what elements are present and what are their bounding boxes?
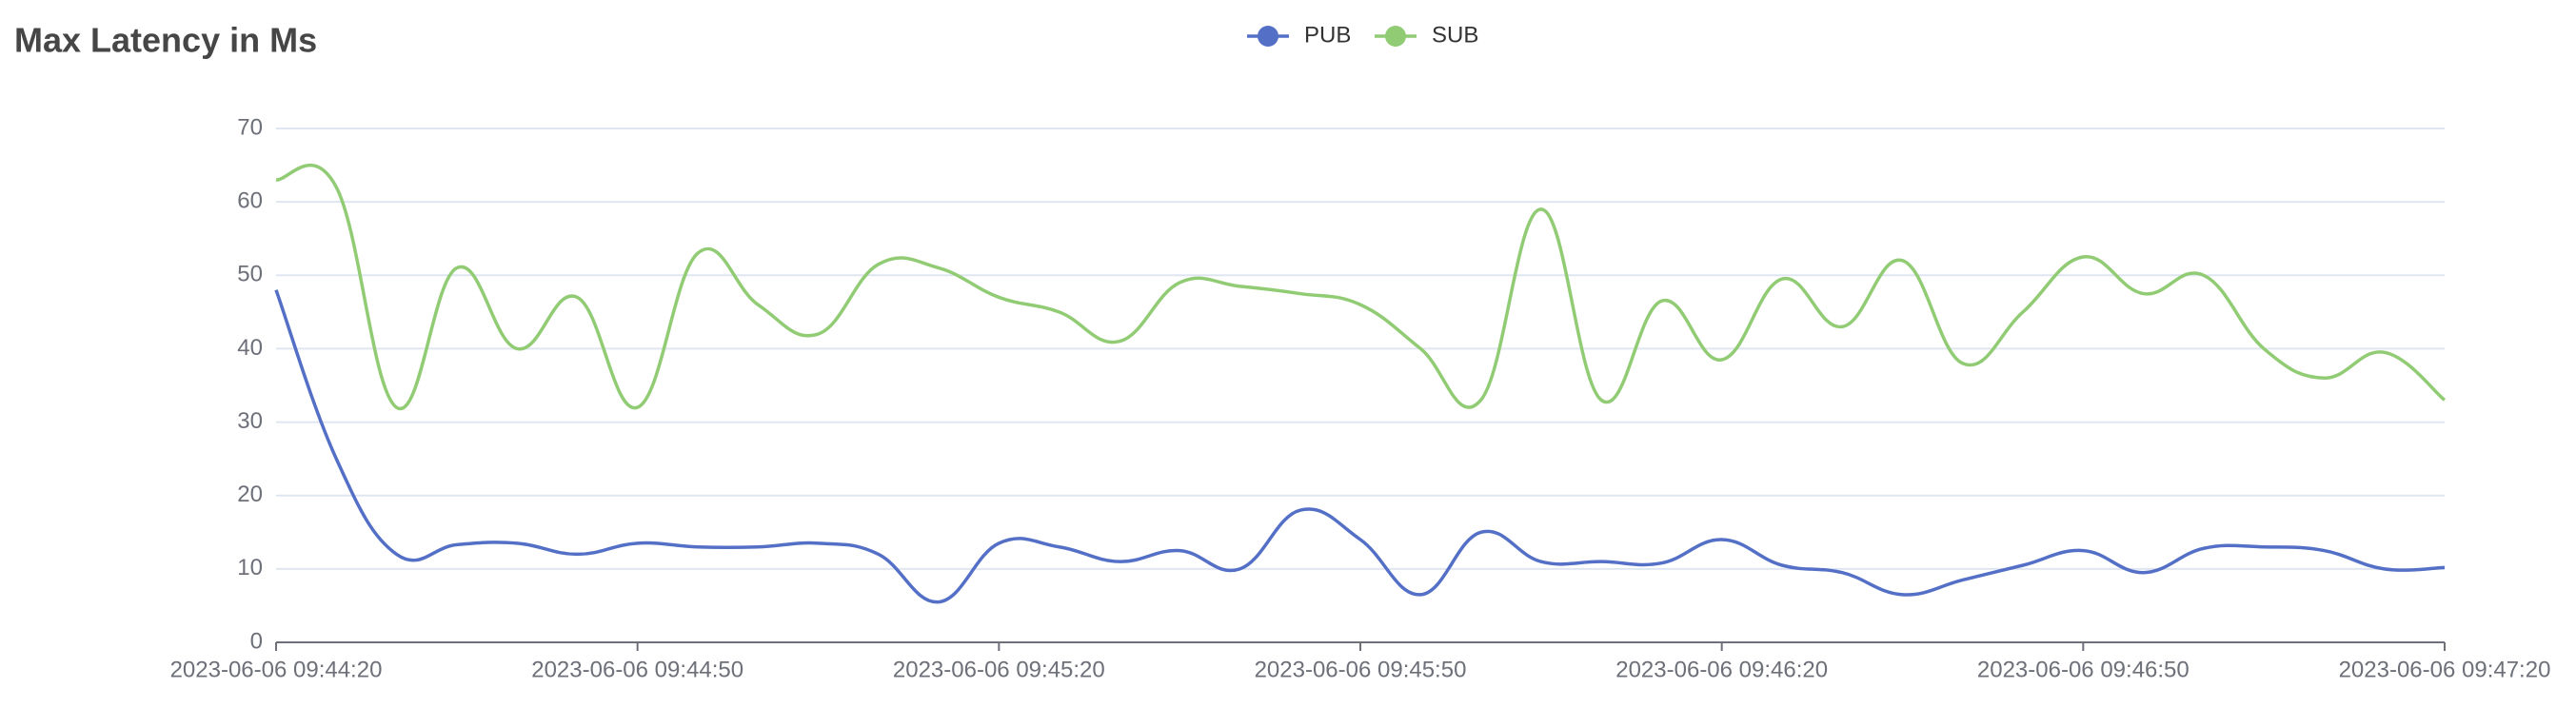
legend-label: PUB <box>1304 22 1351 48</box>
y-tick-label: 0 <box>250 628 263 654</box>
legend-marker <box>1385 26 1406 47</box>
series-line <box>274 289 2446 604</box>
y-tick-label: 30 <box>237 408 263 434</box>
x-tick-label: 2023-06-06 09:46:50 <box>1977 657 2190 682</box>
series-line <box>275 163 2447 411</box>
y-tick-label: 60 <box>237 187 263 213</box>
chart-title: Max Latency in Ms <box>14 21 317 60</box>
x-tick-label: 2023-06-06 09:44:20 <box>170 657 383 682</box>
x-tick-label: 2023-06-06 09:45:20 <box>893 657 1105 682</box>
y-tick-label: 20 <box>237 482 263 507</box>
y-tick-label: 50 <box>237 262 263 287</box>
y-tick-label: 10 <box>237 555 263 580</box>
x-tick-label: 2023-06-06 09:46:20 <box>1615 657 1828 682</box>
x-tick-label: 2023-06-06 09:45:50 <box>1255 657 1467 682</box>
legend-label: SUB <box>1432 22 1478 48</box>
y-tick-label: 40 <box>237 335 263 361</box>
legend-marker <box>1258 26 1278 47</box>
x-tick-label: 2023-06-06 09:47:20 <box>2339 657 2551 682</box>
x-tick-label: 2023-06-06 09:44:50 <box>531 657 743 682</box>
y-tick-label: 70 <box>237 114 263 140</box>
